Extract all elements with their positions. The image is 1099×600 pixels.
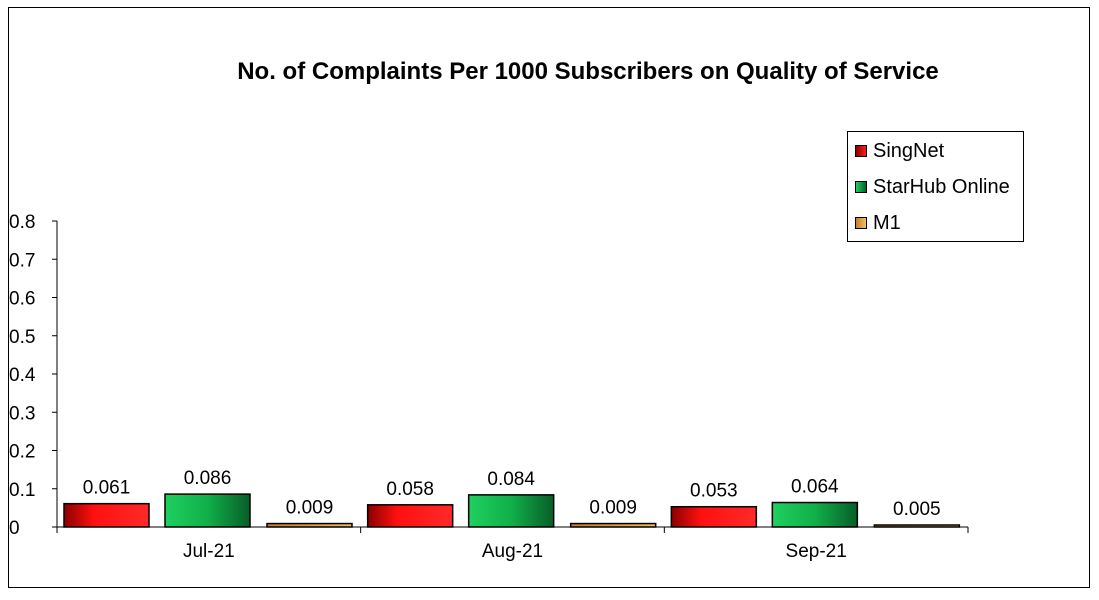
legend-swatch-starhub-online xyxy=(855,181,867,193)
data-label: 0.084 xyxy=(487,469,535,490)
legend-swatch-m1 xyxy=(855,217,867,229)
legend-item-starhub-online: StarHub Online xyxy=(855,175,1010,199)
bar-singnet xyxy=(366,504,454,528)
y-tick-label: 0.1 xyxy=(9,480,35,501)
chart-legend: SingNet StarHub Online M1 xyxy=(847,131,1024,242)
y-tick-label: 0.5 xyxy=(9,327,35,348)
bar-singnet xyxy=(670,505,758,528)
y-tick-label: 0.8 xyxy=(9,212,35,233)
data-label: 0.064 xyxy=(791,477,839,498)
data-label: 0.086 xyxy=(184,468,232,489)
chart-frame xyxy=(8,7,1090,588)
chart-title: No. of Complaints Per 1000 Subscribers o… xyxy=(237,58,939,85)
legend-swatch-singnet xyxy=(855,145,867,157)
legend-item-singnet: SingNet xyxy=(855,139,944,163)
data-label: 0.005 xyxy=(893,499,941,520)
y-tick-label: 0.4 xyxy=(9,365,36,386)
legend-label-singnet: SingNet xyxy=(873,139,945,162)
x-tick-label: Sep-21 xyxy=(786,541,847,562)
data-label: 0.009 xyxy=(589,498,637,519)
y-tick-label: 0.2 xyxy=(9,442,35,463)
data-label: 0.058 xyxy=(386,479,434,500)
data-label: 0.009 xyxy=(286,498,334,519)
y-tick-label: 0 xyxy=(9,518,20,539)
legend-item-m1: M1 xyxy=(855,211,901,235)
bar-singnet xyxy=(63,502,150,528)
bar-starhub-online xyxy=(164,493,251,528)
bar-m1 xyxy=(873,524,961,528)
y-tick-label: 0.3 xyxy=(9,403,35,424)
bar-m1 xyxy=(569,522,657,528)
y-tick-label: 0.6 xyxy=(9,289,35,310)
bar-m1 xyxy=(266,522,353,528)
data-label: 0.053 xyxy=(690,481,738,502)
x-tick-label: Aug-21 xyxy=(482,541,543,562)
bar-starhub-online xyxy=(467,494,555,528)
y-tick-label: 0.7 xyxy=(9,250,35,271)
bar-starhub-online xyxy=(771,501,859,528)
legend-label-m1: M1 xyxy=(873,211,901,234)
legend-label-starhub-online: StarHub Online xyxy=(873,175,1010,198)
x-tick-label: Jul-21 xyxy=(183,541,235,562)
data-label: 0.061 xyxy=(83,478,131,499)
